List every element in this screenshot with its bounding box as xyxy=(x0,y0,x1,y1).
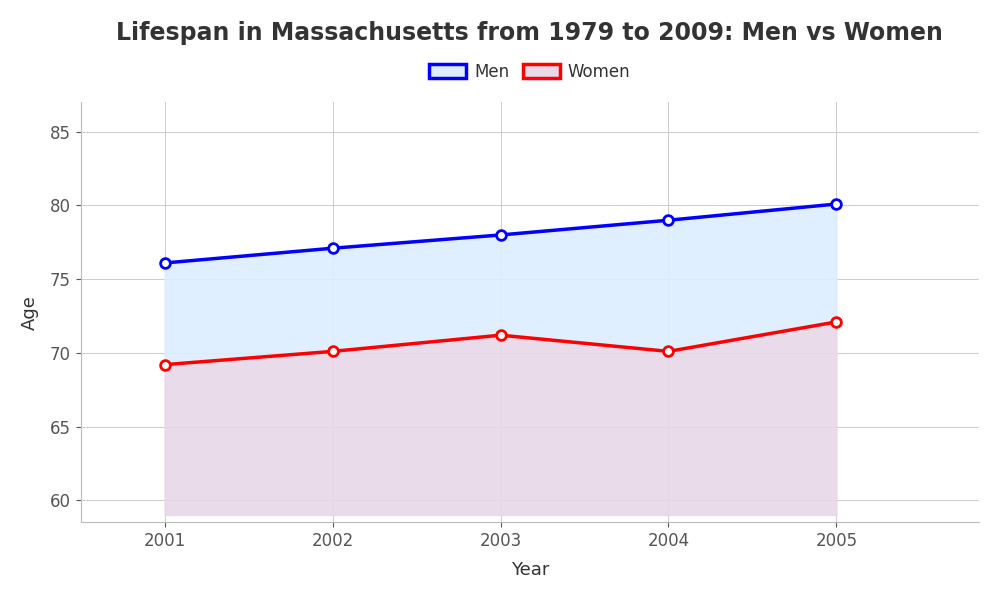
Y-axis label: Age: Age xyxy=(21,295,39,330)
Title: Lifespan in Massachusetts from 1979 to 2009: Men vs Women: Lifespan in Massachusetts from 1979 to 2… xyxy=(116,21,943,45)
X-axis label: Year: Year xyxy=(511,561,549,579)
Legend: Men, Women: Men, Women xyxy=(423,56,637,88)
